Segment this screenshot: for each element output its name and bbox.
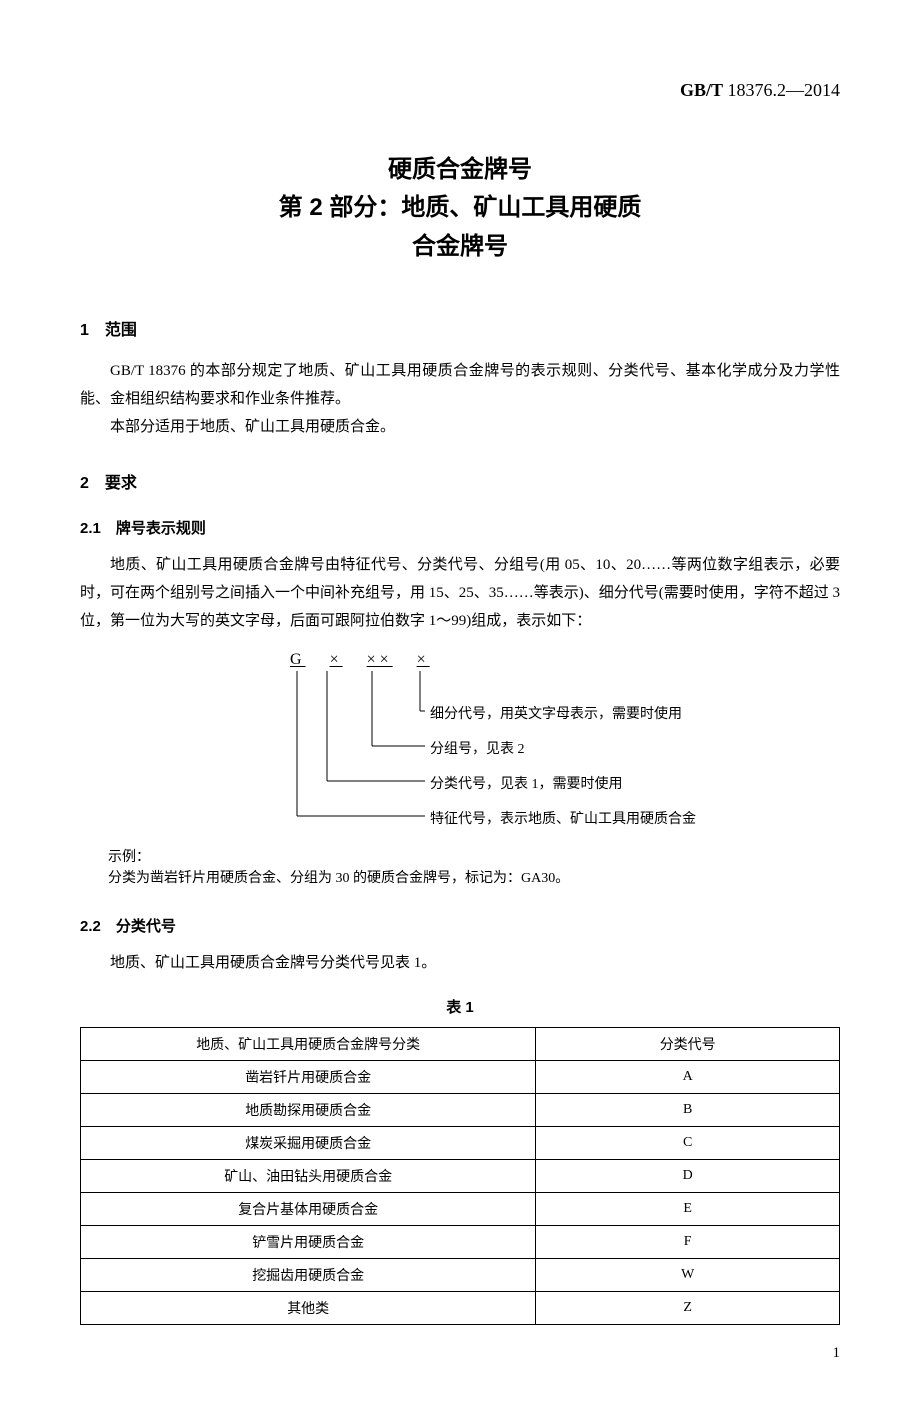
table-cell-category: 地质勘探用硬质合金 — [81, 1093, 536, 1126]
diagram-label-3: 分类代号，见表 1，需要时使用 — [430, 773, 623, 793]
table-header-code: 分类代号 — [536, 1027, 840, 1060]
page-number: 1 — [80, 1345, 840, 1362]
section-2-1-heading: 2.1 牌号表示规则 — [80, 517, 840, 538]
section-1-heading: 1 范围 — [80, 316, 840, 340]
table-row: 挖掘齿用硬质合金 W — [81, 1258, 840, 1291]
table-1-caption: 表 1 — [80, 996, 840, 1017]
table-row: 其他类 Z — [81, 1291, 840, 1324]
section-2-2-heading: 2.2 分类代号 — [80, 915, 840, 936]
table-row: 矿山、油田钻头用硬质合金 D — [81, 1159, 840, 1192]
title-line-1: 硬质合金牌号 — [80, 151, 840, 189]
table-header-category: 地质、矿山工具用硬质合金牌号分类 — [81, 1027, 536, 1060]
example-label: 示例： — [80, 846, 840, 866]
table-row: 煤炭采掘用硬质合金 C — [81, 1126, 840, 1159]
section-1-para-1: GB/T 18376 的本部分规定了地质、矿山工具用硬质合金牌号的表示规则、分类… — [80, 358, 840, 414]
table-cell-category: 矿山、油田钻头用硬质合金 — [81, 1159, 536, 1192]
example-text: 分类为凿岩钎片用硬质合金、分组为 30 的硬质合金牌号，标记为：GA30。 — [80, 866, 840, 891]
table-row: 铲雪片用硬质合金 F — [81, 1225, 840, 1258]
section-2-heading: 2 要求 — [80, 469, 840, 493]
table-cell-code: W — [536, 1258, 840, 1291]
table-cell-code: B — [536, 1093, 840, 1126]
section-2-1-para-1: 地质、矿山工具用硬质合金牌号由特征代号、分类代号、分组号(用 05、10、20…… — [80, 552, 840, 635]
table-row: 地质勘探用硬质合金 B — [81, 1093, 840, 1126]
standard-number: 18376.2—2014 — [723, 80, 840, 100]
table-row: 复合片基体用硬质合金 E — [81, 1192, 840, 1225]
standard-code: GB/T 18376.2—2014 — [80, 80, 840, 101]
title-line-3: 合金牌号 — [80, 228, 840, 266]
section-2-2-para-1: 地质、矿山工具用硬质合金牌号分类代号见表 1。 — [80, 950, 840, 978]
diagram-label-4: 特征代号，表示地质、矿山工具用硬质合金 — [430, 808, 696, 828]
table-cell-code: Z — [536, 1291, 840, 1324]
table-header-row: 地质、矿山工具用硬质合金牌号分类 分类代号 — [81, 1027, 840, 1060]
table-cell-code: D — [536, 1159, 840, 1192]
title-line-2: 第 2 部分：地质、矿山工具用硬质 — [80, 189, 840, 227]
grade-notation-diagram: G × ×× × 细分代号，用英文字母表示，需要时使用 分组号，见表 2 分类代… — [160, 651, 760, 831]
table-cell-code: C — [536, 1126, 840, 1159]
classification-table: 地质、矿山工具用硬质合金牌号分类 分类代号 凿岩钎片用硬质合金 A 地质勘探用硬… — [80, 1027, 840, 1325]
table-cell-code: E — [536, 1192, 840, 1225]
diagram-label-2: 分组号，见表 2 — [430, 738, 525, 758]
table-cell-code: A — [536, 1060, 840, 1093]
document-title: 硬质合金牌号 第 2 部分：地质、矿山工具用硬质 合金牌号 — [80, 151, 840, 266]
table-cell-code: F — [536, 1225, 840, 1258]
standard-prefix: GB/T — [680, 80, 723, 100]
table-cell-category: 挖掘齿用硬质合金 — [81, 1258, 536, 1291]
diagram-label-1: 细分代号，用英文字母表示，需要时使用 — [430, 703, 682, 723]
table-row: 凿岩钎片用硬质合金 A — [81, 1060, 840, 1093]
section-1-para-2: 本部分适用于地质、矿山工具用硬质合金。 — [80, 414, 840, 442]
table-cell-category: 铲雪片用硬质合金 — [81, 1225, 536, 1258]
table-cell-category: 其他类 — [81, 1291, 536, 1324]
table-cell-category: 凿岩钎片用硬质合金 — [81, 1060, 536, 1093]
table-cell-category: 复合片基体用硬质合金 — [81, 1192, 536, 1225]
table-cell-category: 煤炭采掘用硬质合金 — [81, 1126, 536, 1159]
